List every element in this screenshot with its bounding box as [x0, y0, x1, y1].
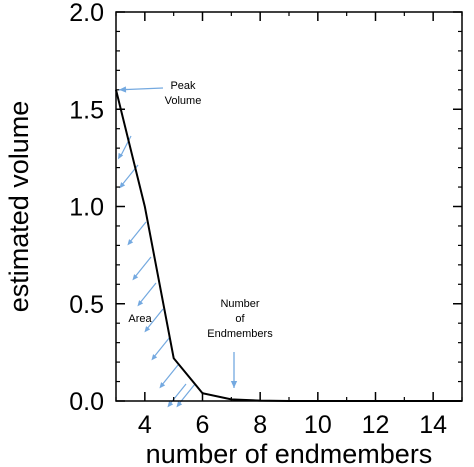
- y-tick-label: 1.5: [69, 96, 104, 124]
- hatch-line: [161, 364, 179, 385]
- hatch-line: [120, 135, 132, 156]
- y-axis-title: estimated volume: [4, 101, 34, 313]
- annotations: Peak Volume Area Number of Endmembers: [118, 80, 273, 388]
- x-tick-label: 10: [304, 411, 332, 439]
- x-tick-label: 6: [196, 411, 210, 439]
- hatch-line: [134, 256, 152, 277]
- hatch-line: [129, 221, 147, 242]
- annotation-line: of: [235, 313, 245, 325]
- tick-labels: 4 6 8 10 12 14 0.0 0.5 1.0 1.5 2.0: [69, 0, 447, 439]
- hatch-arrowhead: [144, 326, 151, 333]
- area-annotation: Area: [128, 313, 152, 325]
- hatch-arrowhead: [127, 239, 134, 246]
- endmembers-arrow-head: [230, 381, 238, 388]
- y-tick-label: 2.0: [69, 0, 104, 27]
- peak-arrow-head: [119, 86, 127, 93]
- number-of-endmembers-annotation: Number of Endmembers: [207, 298, 273, 340]
- plot-frame: [115, 11, 463, 402]
- hatch-arrowhead: [132, 274, 139, 281]
- hatch-arrowhead: [159, 382, 166, 389]
- hatch-line: [178, 383, 196, 404]
- area-hatching: [118, 135, 196, 408]
- y-tick-label: 1.0: [69, 194, 104, 222]
- hatch-line: [146, 308, 164, 329]
- y-tick-label: 0.0: [69, 388, 104, 416]
- hatch-arrowhead: [176, 401, 183, 408]
- hatch-line: [153, 336, 171, 357]
- hatch-arrowhead: [151, 354, 158, 361]
- hatch-arrowhead: [167, 401, 174, 408]
- hatch-line: [169, 383, 187, 404]
- hatch-arrowhead: [118, 152, 124, 160]
- annotation-line: Number: [220, 298, 259, 310]
- series-line: [115, 89, 462, 402]
- hatch-line: [139, 282, 157, 303]
- annotation-line: Volume: [165, 95, 202, 107]
- annotation-line: Peak: [170, 80, 196, 92]
- annotation-line: Endmembers: [207, 328, 273, 340]
- x-tick-label: 8: [253, 411, 267, 439]
- x-tick-label: 4: [138, 411, 152, 439]
- peak-volume-annotation: Peak Volume: [165, 80, 202, 107]
- x-tick-label: 14: [419, 411, 447, 439]
- axis-ticks: [115, 11, 463, 402]
- annotation-arrows: [118, 86, 238, 388]
- y-tick-label: 0.5: [69, 291, 104, 319]
- x-axis-title: number of endmembers: [146, 439, 433, 467]
- hatch-arrowhead: [119, 182, 126, 189]
- peak-arrow: [118, 87, 164, 91]
- x-tick-label: 12: [362, 411, 390, 439]
- hatch-arrowhead: [137, 300, 144, 307]
